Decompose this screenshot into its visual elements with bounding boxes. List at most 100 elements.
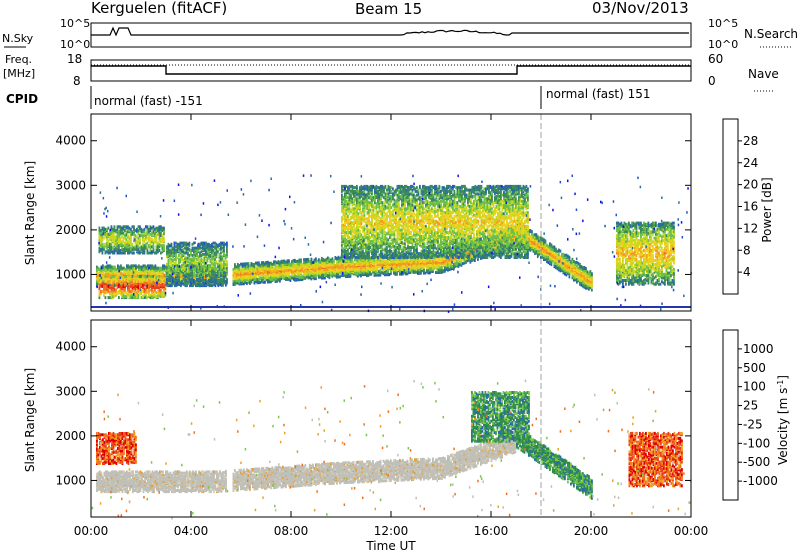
- power-cell: [139, 287, 141, 291]
- power-cell: [544, 257, 547, 261]
- power-cell: [268, 268, 271, 272]
- power-cell: [163, 273, 166, 277]
- power-cell: [378, 256, 380, 260]
- power-cell: [262, 276, 265, 280]
- power-cell: [535, 244, 538, 248]
- power-cell: [427, 265, 430, 269]
- power-cell: [259, 268, 262, 272]
- power-cell: [154, 276, 156, 280]
- power-cell: [159, 266, 161, 270]
- power-cell: [152, 286, 155, 290]
- power-cell: [154, 264, 157, 268]
- power-cell: [474, 259, 476, 262]
- power-cell: [117, 266, 119, 270]
- power-cell: [265, 272, 268, 276]
- power-cell: [577, 261, 580, 265]
- power-cell: [112, 294, 114, 298]
- power-cell: [333, 261, 335, 265]
- power-cell: [104, 291, 107, 295]
- power-cell: [267, 279, 269, 283]
- power-cell: [283, 263, 286, 267]
- power-cell: [235, 272, 238, 276]
- power-cell: [232, 270, 235, 274]
- nave-tick-bottom: 0: [708, 74, 716, 88]
- power-cell: [277, 272, 280, 276]
- power-cell: [261, 261, 263, 265]
- power-cell: [400, 267, 403, 271]
- power-cell: [109, 276, 112, 279]
- power-cell: [540, 256, 542, 259]
- power-cell: [585, 267, 587, 270]
- power-cell: [552, 254, 554, 258]
- power-cell: [131, 284, 134, 288]
- power-cell: [137, 293, 140, 297]
- power-cell: [562, 259, 565, 263]
- power-cell: [337, 275, 340, 279]
- power-cell: [157, 292, 159, 296]
- power-cell: [567, 254, 569, 258]
- power-cell: [561, 263, 563, 267]
- power-cell: [370, 272, 373, 276]
- power-cell: [375, 273, 377, 277]
- power-cell: [457, 262, 460, 266]
- power-cell: [319, 267, 322, 271]
- power-cell: [100, 231, 102, 235]
- power-cell: [345, 270, 347, 274]
- power-cell: [147, 280, 149, 284]
- power-cell: [567, 272, 569, 276]
- power-cell: [105, 265, 107, 269]
- power-cell: [98, 287, 101, 291]
- power-cell: [286, 276, 289, 280]
- power-cell: [445, 263, 448, 267]
- cpid-segment-1: normal (fast) -151: [94, 94, 203, 108]
- power-cell: [232, 276, 235, 279]
- power-cell: [249, 278, 251, 282]
- power-cell: [149, 279, 152, 283]
- power-cell: [321, 256, 323, 260]
- power-cell: [151, 281, 154, 285]
- power-cell: [463, 261, 466, 265]
- power-cell: [137, 277, 140, 281]
- power-cell: [417, 260, 419, 264]
- power-cell: [532, 248, 535, 252]
- power-cell: [157, 279, 159, 283]
- power-cell: [384, 273, 386, 277]
- power-cell: [328, 271, 331, 275]
- power-cell: [259, 276, 262, 280]
- power-cell: [141, 267, 143, 271]
- power-cell: [136, 270, 139, 274]
- power-cell: [104, 296, 107, 300]
- noise-search-label: N.Search: [744, 27, 798, 41]
- power-cell: [582, 266, 584, 270]
- power-cell: [582, 276, 584, 280]
- power-cell: [103, 226, 105, 230]
- power-cell: [115, 273, 118, 277]
- power-cell: [460, 259, 463, 263]
- power-cell: [328, 257, 331, 261]
- power-cell: [564, 256, 566, 260]
- power-cell: [137, 282, 140, 286]
- power-cell: [534, 240, 536, 244]
- power-cell: [107, 296, 110, 300]
- power-cell: [397, 268, 400, 272]
- power-cell: [589, 286, 592, 290]
- power-cell: [136, 291, 138, 295]
- power-cell: [148, 289, 150, 293]
- power-cell: [552, 245, 554, 249]
- power-cell: [235, 281, 238, 285]
- power-cell: [101, 232, 104, 236]
- power-cell: [288, 277, 290, 281]
- power-cell: [152, 289, 155, 293]
- power-cell: [319, 262, 322, 266]
- power-cell: [421, 254, 424, 258]
- power-cell: [169, 267, 172, 271]
- power-cell: [268, 276, 271, 280]
- power-cell: [130, 294, 132, 298]
- power-cell: [325, 257, 328, 261]
- power-cell: [381, 259, 383, 263]
- power-cell: [279, 273, 281, 277]
- power-cell: [137, 296, 140, 300]
- power-cell: [538, 236, 541, 240]
- power-cell: [259, 263, 262, 267]
- power-cell: [186, 277, 188, 281]
